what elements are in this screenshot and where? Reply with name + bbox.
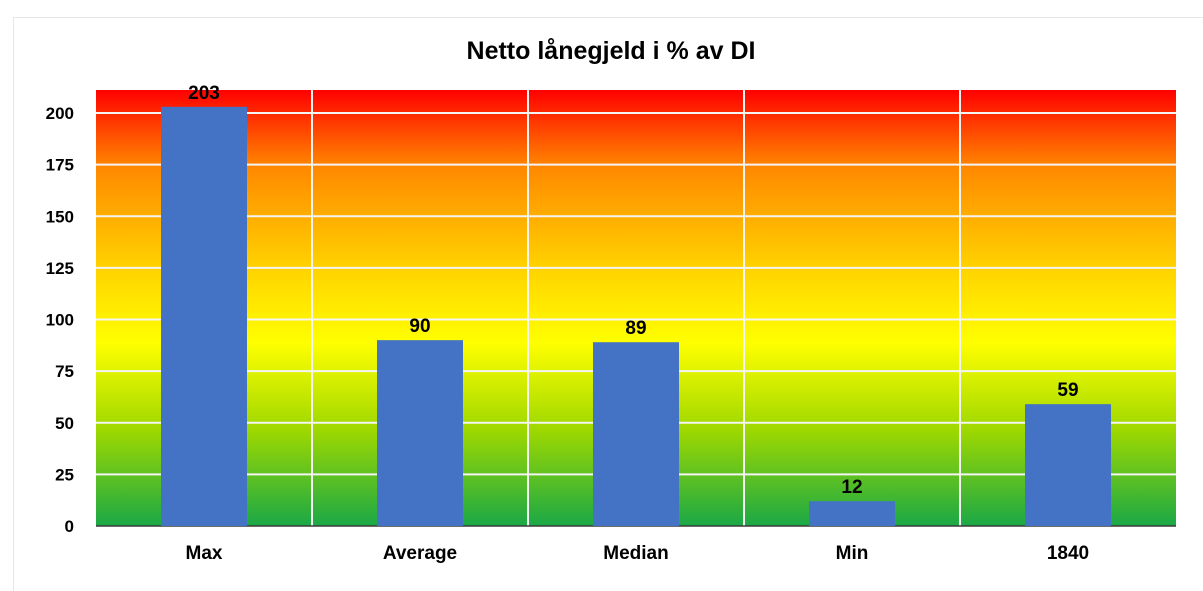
category-label: Min [836,543,869,564]
category-label: Median [603,543,668,564]
category-label: 1840 [1047,543,1089,564]
y-tick-label: 75 [55,362,74,381]
bar-min [809,501,895,526]
y-tick-label: 175 [46,156,74,175]
x-axis-category-labels: Max Average Median Min 1840 [186,543,1090,564]
y-tick-label: 125 [46,259,74,278]
y-tick-label: 0 [65,517,74,536]
y-axis-tick-labels: 0 25 50 75 100 125 150 175 200 [46,104,74,536]
data-label: 59 [1057,380,1078,401]
frame-border-top [14,17,1203,18]
y-tick-label: 100 [46,311,74,330]
data-label: 203 [188,83,220,104]
bar-1840 [1025,404,1111,526]
y-tick-label: 50 [55,414,74,433]
y-tick-label: 25 [55,465,74,484]
data-label: 12 [841,477,862,498]
data-label: 89 [625,318,646,339]
y-tick-label: 200 [46,104,74,123]
data-labels: 203 90 89 12 59 [188,83,1078,498]
bar-max [161,106,247,527]
y-tick-label: 150 [46,207,74,226]
bars [161,106,1111,527]
frame-border-left [13,17,14,591]
data-label: 90 [409,316,430,337]
bar-median [593,342,679,526]
chart-title: Netto lånegjeld i % av DI [467,37,756,65]
bar-average [377,340,463,526]
category-label: Max [186,543,223,564]
category-label: Average [383,543,457,564]
